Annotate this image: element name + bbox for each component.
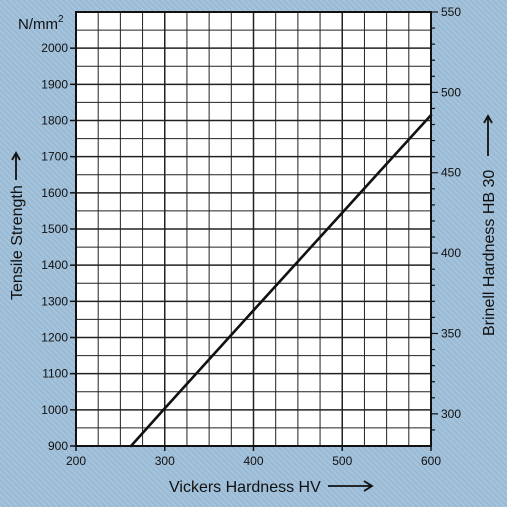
y2-tick-label: 400 bbox=[441, 246, 461, 260]
y-tick-label: 900 bbox=[48, 439, 68, 453]
plot-frame bbox=[75, 11, 432, 447]
x-axis-label: Vickers Hardness HV bbox=[169, 479, 321, 496]
y2-tick-label: 500 bbox=[441, 85, 461, 99]
x-tick-label: 600 bbox=[421, 454, 441, 468]
y-tick-label: 1700 bbox=[41, 150, 68, 164]
y-tick-label: 1900 bbox=[41, 77, 68, 91]
y-tick-label: 1500 bbox=[41, 222, 68, 236]
x-tick-label: 300 bbox=[155, 454, 175, 468]
x-tick-label: 500 bbox=[332, 454, 352, 468]
x-tick-label: 200 bbox=[66, 454, 86, 468]
tick-labels: 900 1000 1100 1200 1300 1400 1500 1600 1700 1800 1… bbox=[41, 5, 461, 468]
x-axis-title: Vickers Hardness HV bbox=[169, 479, 374, 496]
data-point bbox=[252, 309, 255, 312]
data-point bbox=[163, 407, 167, 410]
y-axis-label: Tensile Strength bbox=[9, 185, 26, 300]
y-tick-label: 1100 bbox=[42, 367, 68, 381]
data-point bbox=[340, 211, 344, 215]
y2-tick-label: 350 bbox=[441, 326, 461, 340]
y2-tick-label: 300 bbox=[441, 407, 461, 421]
y2-tick-label: 450 bbox=[441, 166, 461, 180]
y2-axis-label: Brinell Hardness HB 30 bbox=[481, 170, 498, 336]
y-tick-label: 1400 bbox=[41, 258, 68, 272]
y-tick-label: 1600 bbox=[41, 186, 68, 200]
y2-axis-title: Brinell Hardness HB 30 bbox=[481, 114, 498, 336]
grid bbox=[76, 12, 431, 446]
x-axis-arrow-icon bbox=[328, 480, 374, 492]
y-unit-label: N/mm2 bbox=[18, 14, 64, 33]
y-tick-label: 1300 bbox=[41, 294, 68, 308]
y-tick-label: 1800 bbox=[41, 114, 68, 128]
y-tick-label: 1200 bbox=[41, 331, 68, 345]
y-axis-arrow-icon bbox=[11, 151, 21, 180]
y2-tick-label: 550 bbox=[441, 5, 461, 19]
y-tick-label: 1000 bbox=[41, 403, 68, 417]
y-axis-title: Tensile Strength bbox=[9, 151, 26, 300]
y2-axis-arrow-icon bbox=[483, 114, 493, 156]
x-tick-label: 400 bbox=[243, 454, 263, 468]
y-tick-label: 2000 bbox=[41, 41, 68, 55]
